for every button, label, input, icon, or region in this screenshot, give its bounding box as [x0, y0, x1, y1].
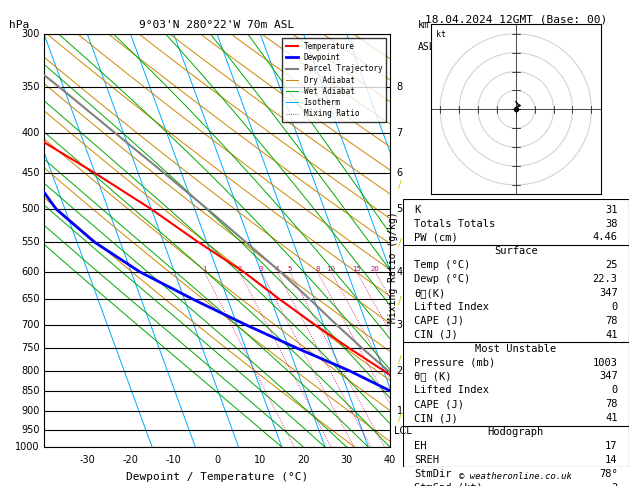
Text: 950: 950	[21, 424, 40, 434]
Text: 550: 550	[21, 237, 40, 247]
Text: 22.3: 22.3	[593, 274, 618, 284]
Text: hPa: hPa	[9, 20, 30, 30]
Text: 17: 17	[605, 441, 618, 451]
Text: 9°03'N 280°22'W 70m ASL: 9°03'N 280°22'W 70m ASL	[140, 20, 294, 30]
Text: /: /	[398, 238, 401, 248]
Text: 20: 20	[298, 455, 309, 466]
Text: CIN (J): CIN (J)	[414, 413, 458, 423]
Text: 78: 78	[605, 316, 618, 326]
Text: 800: 800	[21, 365, 40, 376]
Text: 5: 5	[287, 266, 292, 272]
Text: 2: 2	[396, 365, 403, 376]
Text: 1: 1	[202, 266, 207, 272]
Text: CAPE (J): CAPE (J)	[414, 399, 464, 409]
Text: CAPE (J): CAPE (J)	[414, 316, 464, 326]
Text: EH: EH	[414, 441, 426, 451]
Text: SREH: SREH	[414, 455, 439, 465]
Text: PW (cm): PW (cm)	[414, 232, 458, 243]
Text: Dewpoint / Temperature (°C): Dewpoint / Temperature (°C)	[126, 472, 308, 482]
Text: -20: -20	[123, 455, 138, 466]
Text: 4: 4	[396, 267, 403, 277]
Text: 450: 450	[21, 168, 40, 178]
Text: 1: 1	[396, 406, 403, 416]
Text: 18.04.2024 12GMT (Base: 00): 18.04.2024 12GMT (Base: 00)	[425, 15, 607, 25]
Text: 0: 0	[611, 385, 618, 395]
Text: 900: 900	[21, 406, 40, 416]
Text: 600: 600	[21, 267, 40, 277]
Text: ASL: ASL	[418, 42, 435, 52]
Legend: Temperature, Dewpoint, Parcel Trajectory, Dry Adiabat, Wet Adiabat, Isotherm, Mi: Temperature, Dewpoint, Parcel Trajectory…	[282, 38, 386, 122]
Text: 0: 0	[611, 302, 618, 312]
Text: 78: 78	[605, 399, 618, 409]
Text: km: km	[418, 20, 430, 30]
Text: 8: 8	[396, 82, 403, 92]
Text: -30: -30	[79, 455, 95, 466]
Text: LCL: LCL	[394, 426, 412, 436]
Text: 347: 347	[599, 288, 618, 298]
Text: 8: 8	[315, 266, 320, 272]
Text: StmDir: StmDir	[414, 469, 452, 479]
Text: Dewp (°C): Dewp (°C)	[414, 274, 470, 284]
Text: 700: 700	[21, 320, 40, 330]
Text: 10: 10	[254, 455, 266, 466]
Text: 650: 650	[21, 295, 40, 304]
Text: 6: 6	[396, 168, 403, 178]
Text: 7: 7	[396, 128, 403, 138]
Text: Hodograph: Hodograph	[487, 427, 544, 437]
Text: -10: -10	[166, 455, 182, 466]
Text: 1003: 1003	[593, 358, 618, 367]
Text: /: /	[398, 355, 401, 364]
Text: 10: 10	[326, 266, 335, 272]
Text: CIN (J): CIN (J)	[414, 330, 458, 340]
Text: Temp (°C): Temp (°C)	[414, 260, 470, 270]
Text: Most Unstable: Most Unstable	[475, 344, 557, 354]
Text: Lifted Index: Lifted Index	[414, 302, 489, 312]
Text: /: /	[398, 180, 401, 190]
Text: θᴇ(K): θᴇ(K)	[414, 288, 445, 298]
Text: 30: 30	[341, 455, 353, 466]
Text: K: K	[414, 205, 420, 215]
Text: 20: 20	[371, 266, 380, 272]
Text: 1000: 1000	[15, 442, 40, 452]
Text: 0: 0	[214, 455, 220, 466]
Text: Lifted Index: Lifted Index	[414, 385, 489, 395]
Text: © weatheronline.co.uk: © weatheronline.co.uk	[459, 472, 572, 481]
Text: 15: 15	[352, 266, 361, 272]
Text: 41: 41	[605, 330, 618, 340]
Text: 3: 3	[396, 320, 403, 330]
Text: StmSpd (kt): StmSpd (kt)	[414, 483, 482, 486]
Text: 38: 38	[605, 219, 618, 228]
Text: 2: 2	[611, 483, 618, 486]
Text: 2: 2	[237, 266, 242, 272]
Text: 300: 300	[21, 29, 40, 39]
Text: 850: 850	[21, 386, 40, 397]
Text: 31: 31	[605, 205, 618, 215]
Text: θᴇ (K): θᴇ (K)	[414, 371, 452, 382]
Text: 350: 350	[21, 82, 40, 92]
Text: Surface: Surface	[494, 246, 538, 256]
Text: kt: kt	[437, 30, 447, 39]
Text: 40: 40	[384, 455, 396, 466]
Text: Totals Totals: Totals Totals	[414, 219, 495, 228]
Text: 25: 25	[605, 260, 618, 270]
Text: 5: 5	[396, 204, 403, 214]
Text: Mixing Ratio (g/kg): Mixing Ratio (g/kg)	[388, 211, 398, 323]
Text: /: /	[398, 413, 401, 423]
Text: 14: 14	[605, 455, 618, 465]
Text: 4.46: 4.46	[593, 232, 618, 243]
Text: 400: 400	[21, 128, 40, 138]
Text: 347: 347	[599, 371, 618, 382]
Text: 4: 4	[275, 266, 279, 272]
Text: /: /	[398, 296, 401, 306]
Text: 500: 500	[21, 204, 40, 214]
Text: Pressure (mb): Pressure (mb)	[414, 358, 495, 367]
Text: 78°: 78°	[599, 469, 618, 479]
Text: 41: 41	[605, 413, 618, 423]
Text: 750: 750	[21, 344, 40, 353]
Text: 3: 3	[259, 266, 264, 272]
